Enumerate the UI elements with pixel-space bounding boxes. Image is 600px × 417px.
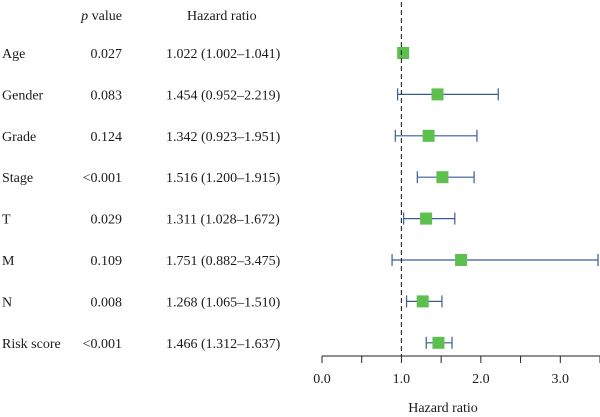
- forest-row: Age 0.027 1.022 (1.002–1.041): [2, 47, 410, 62]
- x-tick-label: 3.0: [552, 372, 570, 387]
- hazard-ratio-label: 1.022 (1.002–1.041): [166, 47, 281, 62]
- pvalue-label: 0.109: [91, 254, 123, 269]
- variable-label: M: [2, 254, 15, 269]
- pvalue-label: <0.001: [83, 337, 122, 352]
- forest-row: T 0.029 1.311 (1.028–1.672): [2, 212, 456, 228]
- forest-row: N 0.008 1.268 (1.065–1.510): [2, 295, 443, 310]
- forest-row: Risk score <0.001 1.466 (1.312–1.637): [2, 336, 453, 352]
- hr-point-marker: [422, 129, 435, 142]
- variable-label: Grade: [2, 130, 36, 145]
- variable-label: Risk score: [2, 337, 61, 352]
- pvalue-label: 0.124: [91, 130, 123, 145]
- forest-row: Stage <0.001 1.516 (1.200–1.915): [2, 171, 475, 186]
- hr-point-marker: [420, 212, 433, 225]
- variable-label: Gender: [2, 88, 44, 103]
- x-axis-label: Hazard ratio: [408, 401, 478, 416]
- x-tick-label: 1.0: [393, 372, 411, 387]
- hazard-ratio-label: 1.268 (1.065–1.510): [166, 295, 281, 310]
- forest-row: Gender 0.083 1.454 (0.952–2.219): [2, 88, 499, 103]
- variable-label: N: [2, 295, 12, 310]
- forest-row: Grade 0.124 1.342 (0.923–1.951): [2, 129, 478, 145]
- hr-point-marker: [431, 88, 444, 101]
- hazard-ratio-label: 1.466 (1.312–1.637): [166, 337, 281, 352]
- hazard-ratio-label: 1.311 (1.028–1.672): [166, 213, 280, 228]
- hazard-ratio-label: 1.342 (0.923–1.951): [166, 130, 281, 145]
- hazard-ratio-label: 1.751 (0.882–3.475): [166, 254, 281, 269]
- x-tick-label: 2.0: [472, 372, 490, 387]
- variable-label: Age: [2, 47, 25, 62]
- hr-point-marker: [397, 47, 410, 59]
- pvalue-label: 0.083: [91, 88, 123, 103]
- variable-label: Stage: [2, 171, 33, 186]
- pvalue-label: 0.029: [91, 213, 123, 228]
- hazard-ratio-column-header: Hazard ratio: [187, 9, 257, 24]
- hr-point-marker: [455, 254, 468, 266]
- pvalue-label: 0.027: [91, 47, 123, 62]
- pvalue-column-header: p value: [80, 9, 122, 24]
- pvalue-label: <0.001: [83, 171, 122, 186]
- variable-label: T: [2, 213, 11, 228]
- hr-point-marker: [436, 171, 449, 184]
- pvalue-label: 0.008: [91, 295, 123, 310]
- forest-row: M 0.109 1.751 (0.882–3.475): [2, 254, 599, 269]
- x-tick-label: 0.0: [313, 372, 331, 387]
- hazard-ratio-label: 1.454 (0.952–2.219): [166, 88, 281, 103]
- hr-point-marker: [416, 295, 429, 308]
- hr-point-marker: [432, 336, 445, 349]
- hazard-ratio-label: 1.516 (1.200–1.915): [166, 171, 281, 186]
